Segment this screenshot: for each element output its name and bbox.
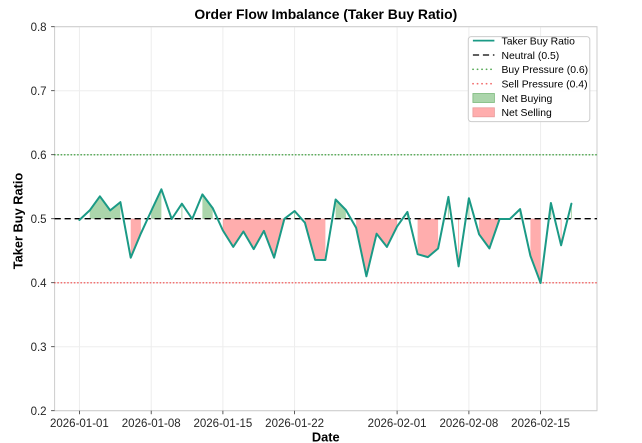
svg-text:Sell Pressure (0.4): Sell Pressure (0.4): [502, 80, 588, 91]
svg-text:0.8: 0.8: [31, 22, 47, 34]
svg-text:0.5: 0.5: [31, 214, 47, 226]
svg-text:0.6: 0.6: [31, 150, 47, 162]
svg-text:2026-02-08: 2026-02-08: [439, 418, 498, 430]
svg-text:Taker Buy Ratio: Taker Buy Ratio: [502, 36, 576, 47]
svg-text:2026-01-01: 2026-01-01: [50, 418, 109, 430]
svg-text:2026-01-22: 2026-01-22: [265, 418, 324, 430]
svg-text:Taker Buy Ratio: Taker Buy Ratio: [11, 173, 26, 270]
svg-text:Net Selling: Net Selling: [502, 108, 552, 119]
svg-text:0.3: 0.3: [31, 342, 47, 354]
svg-text:Neutral (0.5): Neutral (0.5): [502, 51, 560, 62]
svg-text:0.2: 0.2: [31, 406, 47, 418]
svg-text:Date: Date: [312, 430, 340, 443]
svg-text:0.7: 0.7: [31, 86, 47, 98]
svg-text:2026-01-15: 2026-01-15: [193, 418, 252, 430]
svg-text:2026-01-08: 2026-01-08: [122, 418, 181, 430]
svg-text:2026-02-01: 2026-02-01: [368, 418, 427, 430]
svg-text:0.4: 0.4: [31, 278, 48, 290]
svg-text:Order Flow Imbalance (Taker Bu: Order Flow Imbalance (Taker Buy Ratio): [194, 6, 457, 22]
svg-text:Net Buying: Net Buying: [502, 94, 553, 105]
svg-text:2026-02-15: 2026-02-15: [511, 418, 570, 430]
svg-text:Buy Pressure (0.6): Buy Pressure (0.6): [502, 65, 589, 76]
